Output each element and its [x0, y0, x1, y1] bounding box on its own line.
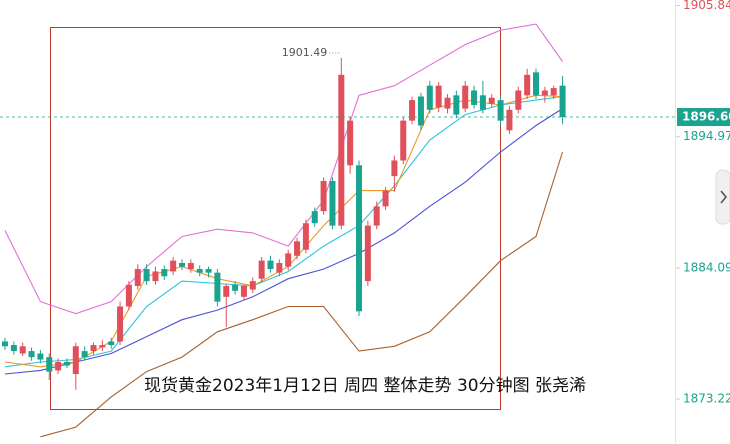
- candle-body: [179, 263, 185, 267]
- highlight-frame: [50, 27, 501, 410]
- candle-body: [550, 88, 557, 96]
- high-annotation: 1901.49: [282, 46, 328, 59]
- candle-body: [435, 85, 442, 108]
- candle-body: [497, 100, 504, 121]
- candle-body: [63, 361, 70, 366]
- candle-body: [338, 74, 345, 226]
- candle-body: [37, 353, 44, 360]
- candle-body: [329, 180, 336, 226]
- candle-body: [426, 85, 433, 110]
- candle-body: [161, 269, 168, 277]
- candle-body: [223, 285, 230, 297]
- candle-body: [320, 180, 327, 212]
- candle-body: [267, 260, 274, 270]
- candle-body: [2, 341, 8, 347]
- indicator-line: [40, 151, 564, 438]
- indicator-line: [4, 95, 563, 368]
- candle-body: [99, 345, 106, 348]
- candle-body: [214, 272, 221, 302]
- candle-body: [453, 95, 460, 115]
- candle-body: [134, 269, 141, 286]
- y-tick-label: 1873.22: [683, 392, 730, 406]
- candle-body: [364, 225, 371, 282]
- candle-body: [240, 285, 247, 297]
- candle-body: [152, 271, 159, 282]
- candle-body: [347, 120, 354, 166]
- candle-body: [249, 281, 256, 290]
- candle-body: [276, 263, 283, 273]
- candle-body: [417, 96, 424, 126]
- candle-body: [108, 341, 115, 346]
- candle-body: [10, 345, 17, 352]
- candle-body: [400, 120, 407, 161]
- candle-body: [205, 269, 212, 273]
- scroll-button-bg[interactable]: [715, 169, 730, 225]
- candle-body: [196, 269, 203, 273]
- candle-body: [55, 361, 62, 371]
- candle-body: [479, 95, 486, 110]
- plot-area: 1901.49: [2, 23, 566, 438]
- candle-body: [294, 241, 301, 256]
- candle-body: [541, 90, 548, 96]
- candle-body: [533, 72, 539, 96]
- scroll-button[interactable]: [715, 169, 730, 225]
- candle-body: [409, 100, 416, 121]
- candle-body: [356, 165, 362, 312]
- candle-body: [117, 306, 124, 342]
- candle-body: [46, 357, 53, 372]
- y-tick-label: 1905.84: [683, 0, 730, 12]
- candle-body: [311, 211, 318, 224]
- candle-body: [559, 85, 566, 118]
- candle-body: [302, 223, 309, 250]
- candle-body: [143, 269, 150, 282]
- candle-body: [72, 346, 79, 375]
- candle-body: [81, 351, 88, 358]
- candle-body: [90, 345, 97, 352]
- candle-body: [462, 85, 469, 109]
- candle-body: [524, 74, 531, 96]
- chart-title: 现货黄金2023年1月12日 周四 整体走势 30分钟图 张尧浠: [144, 376, 586, 396]
- current-price-box: [677, 108, 730, 127]
- indicator-line: [4, 23, 563, 315]
- candle-body: [170, 260, 177, 272]
- candle-body: [506, 109, 513, 131]
- candle-body: [444, 97, 451, 109]
- candle-body: [515, 90, 522, 110]
- candle-body: [19, 346, 26, 354]
- candle-body: [28, 351, 35, 358]
- current-price-label: 1896.60: [682, 110, 730, 124]
- candle-body: [125, 284, 132, 307]
- candle-body: [382, 190, 389, 207]
- y-tick-label: 1884.09: [683, 260, 730, 274]
- candle-body: [471, 90, 478, 105]
- scroll-arrow[interactable]: [720, 190, 728, 204]
- y-tick-label: 1894.97: [683, 129, 730, 143]
- candle-body: [187, 263, 194, 270]
- candle-body: [373, 206, 380, 226]
- candle-body: [488, 97, 495, 104]
- candle-body: [258, 260, 265, 279]
- candle-body: [391, 160, 398, 177]
- candle-body: [232, 284, 239, 291]
- candle-body: [285, 253, 292, 267]
- indicator-line: [4, 108, 563, 375]
